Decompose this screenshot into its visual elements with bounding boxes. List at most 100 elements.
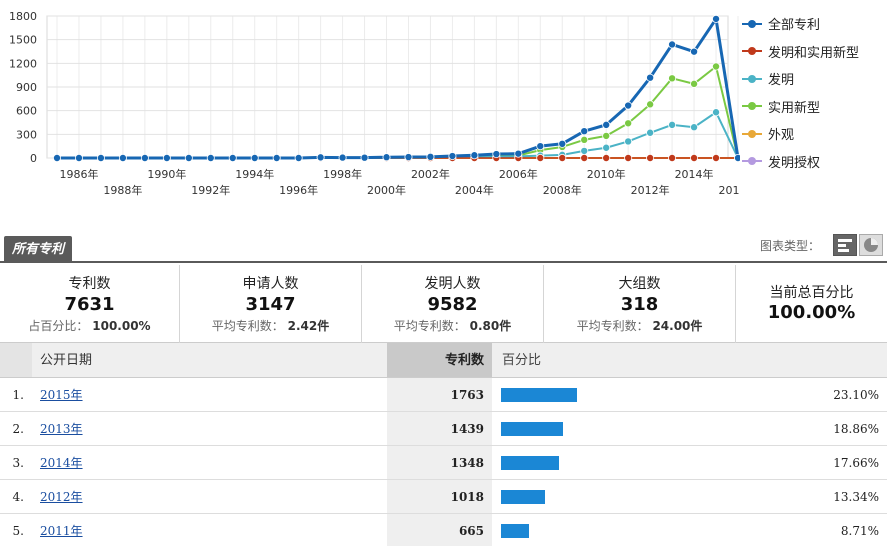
legend-marker-icon [742, 101, 762, 111]
series-line [57, 65, 739, 159]
legend-item-invention[interactable]: 发明 [742, 65, 882, 93]
y-tick-label: 1800 [9, 10, 37, 23]
legend-label: 发明 [768, 73, 795, 89]
series-point [602, 131, 611, 140]
x-tick-label: 1992年 [191, 183, 230, 197]
x-tick-label: 2010年 [587, 167, 626, 181]
stat-title: 发明人数 [424, 276, 481, 292]
series-point [118, 153, 127, 162]
row-date-link[interactable]: 2014年 [40, 456, 83, 470]
table-row: 2. 2013年 1439 18.86% [0, 412, 887, 446]
row-percent-text: 17.66% [833, 456, 879, 470]
row-date-cell: 2013年 [32, 412, 386, 445]
stat-patents: 专利数 7631 占百分比： 100.00% [0, 265, 180, 343]
bar-chart-icon [838, 239, 852, 252]
series-point [558, 153, 567, 162]
legend-marker-icon [742, 19, 762, 29]
series-point [580, 146, 589, 155]
stat-sub: 平均专利数： 0.80件 [393, 319, 512, 333]
row-percent-cell: 18.86% [492, 412, 887, 445]
series-point [690, 153, 699, 162]
percent-bar [501, 490, 545, 504]
table-row: 5. 2011年 665 8.71% [0, 514, 887, 546]
series-point [470, 151, 479, 160]
legend-item-design[interactable]: 外观 [742, 120, 882, 148]
series-point [272, 153, 281, 162]
row-count: 1018 [387, 480, 492, 513]
legend-label: 发明和实用新型 [768, 45, 860, 61]
series-point [294, 153, 303, 162]
x-tick-label: 1990年 [147, 167, 186, 181]
table-row: 3. 2014年 1348 17.66% [0, 446, 887, 480]
series-point [184, 153, 193, 162]
row-date-link[interactable]: 2015年 [40, 388, 83, 402]
series-point [624, 137, 633, 146]
series-point [712, 153, 721, 162]
series-point [558, 139, 567, 148]
series-point [404, 153, 413, 162]
series-point [690, 79, 699, 88]
row-index: 5. [12, 524, 24, 538]
series-point [602, 120, 611, 129]
row-percent-cell: 23.10% [492, 378, 887, 411]
bar-chart-toggle-button[interactable] [833, 234, 857, 256]
row-date-cell: 2015年 [32, 378, 386, 411]
series-point [624, 101, 633, 110]
header-percent[interactable]: 百分比 [502, 353, 542, 368]
chart-legend: 全部专利 发明和实用新型 发明 实用新型 外观 发明授权 [742, 10, 882, 175]
header-date[interactable]: 公开日期 [40, 353, 93, 368]
series-point [668, 74, 677, 83]
row-index: 3. [12, 456, 24, 470]
header-count[interactable]: 专利数 [387, 343, 492, 377]
row-date-link[interactable]: 2012年 [40, 490, 83, 504]
series-point [206, 153, 215, 162]
legend-label: 外观 [768, 128, 795, 144]
series-point [646, 153, 655, 162]
row-date-link[interactable]: 2013年 [40, 422, 83, 436]
row-date-link[interactable]: 2011年 [40, 524, 83, 538]
row-index: 2. [12, 422, 24, 436]
legend-label: 发明授权 [768, 155, 821, 171]
legend-item-invention-utility[interactable]: 发明和实用新型 [742, 38, 882, 66]
series-point [712, 108, 721, 117]
series-point [690, 47, 699, 56]
x-tick-label: 2008年 [543, 183, 582, 197]
series-point [690, 123, 699, 132]
stat-sub: 占百分比： 100.00% [28, 319, 151, 333]
row-percent-text: 23.10% [833, 388, 879, 402]
table-row: 1. 2015年 1763 23.10% [0, 378, 887, 412]
stat-title: 当前总百分比 [769, 285, 854, 301]
series-point [360, 153, 369, 162]
series-point [492, 150, 501, 159]
series-point [96, 153, 105, 162]
legend-marker-icon [742, 46, 762, 56]
legend-item-all[interactable]: 全部专利 [742, 10, 882, 38]
stat-title: 专利数 [68, 276, 111, 292]
stat-value: 3147 [245, 294, 296, 315]
percent-bar [501, 456, 559, 470]
legend-item-granted[interactable]: 发明授权 [742, 148, 882, 176]
row-index: 1. [12, 388, 24, 402]
stat-value: 7631 [64, 294, 115, 315]
x-tick-label: 2004年 [455, 183, 494, 197]
series-point [646, 100, 655, 109]
row-date-cell: 2011年 [32, 514, 386, 546]
legend-item-utility-model[interactable]: 实用新型 [742, 93, 882, 121]
pie-chart-toggle-button[interactable] [859, 234, 883, 256]
series-point [514, 149, 523, 158]
y-tick-label: 900 [16, 81, 37, 94]
row-count: 1348 [387, 446, 492, 479]
series-point [250, 153, 259, 162]
stat-applicants: 申请人数 3147 平均专利数： 2.42件 [180, 265, 362, 343]
stat-sub: 平均专利数： 24.00件 [576, 319, 703, 333]
row-percent-text: 8.71% [840, 524, 879, 538]
x-tick-label: 2016年 [719, 183, 741, 197]
series-point [580, 127, 589, 136]
percent-bar [501, 524, 529, 538]
tab-all-patents[interactable]: 所有专利 [4, 236, 73, 263]
row-percent-text: 13.34% [833, 490, 879, 504]
series-point [624, 153, 633, 162]
series-point [580, 135, 589, 144]
line-chart: 0 300 600 900 1200 1500 1800 1986年 1988年 1990年 199… [9, 10, 741, 197]
series-point [734, 154, 740, 162]
